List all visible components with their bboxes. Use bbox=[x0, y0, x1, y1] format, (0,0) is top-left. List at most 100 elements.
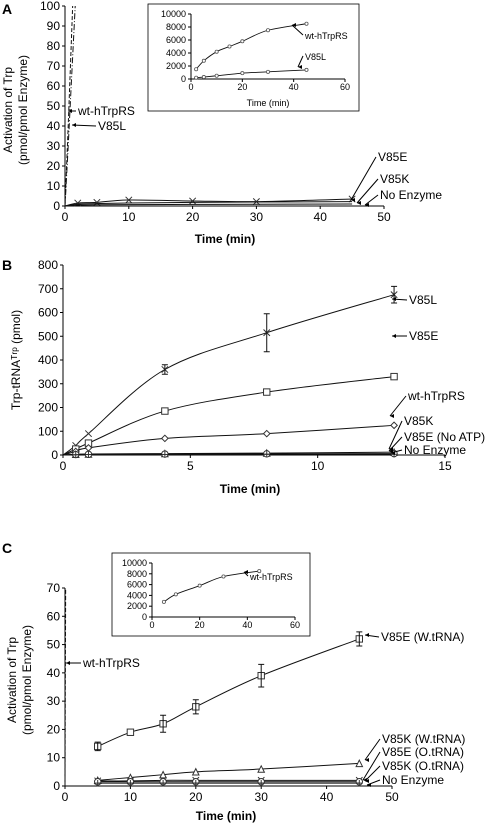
data-point-v85e bbox=[189, 197, 197, 205]
x-tick-label: 20 bbox=[186, 210, 200, 224]
error-bar bbox=[94, 741, 101, 752]
x-tick-label: 10 bbox=[311, 459, 325, 473]
annotation-v85k: V85K bbox=[404, 414, 433, 428]
x-tick-label: 40 bbox=[314, 210, 328, 224]
y-tick-label: 70 bbox=[47, 581, 61, 595]
data-point-wt-htrprs bbox=[257, 569, 262, 574]
y-tick-label: 100 bbox=[38, 424, 58, 438]
x-tick-label: 40 bbox=[242, 620, 252, 630]
data-point-no-enzyme bbox=[85, 451, 92, 458]
data-point-no-enzyme bbox=[94, 779, 101, 787]
panel-label-a: A bbox=[2, 1, 12, 17]
y-tick-label: 10 bbox=[47, 179, 61, 193]
y-axis-label: (pmol/pmol Enzyme) bbox=[20, 625, 34, 735]
data-point-wt-htrprs bbox=[160, 434, 169, 443]
y-axis-label: (pmol/pmol Enzyme) bbox=[16, 55, 30, 165]
annotation-v85e-arrowhead bbox=[392, 334, 396, 338]
data-point-no-enzyme bbox=[192, 779, 199, 787]
data-point-no-enzyme bbox=[159, 779, 167, 787]
annotation-v85e-arrowhead bbox=[351, 198, 355, 202]
x-tick-label: 30 bbox=[250, 210, 264, 224]
series-line-v85e bbox=[62, 376, 395, 456]
x-tick-label: 15 bbox=[438, 459, 452, 473]
inset-annotation-wt-hTrpRS: wt-hTrpRS bbox=[249, 572, 293, 582]
error-bar bbox=[391, 285, 398, 304]
annotation-wt-hTrpRS-arrowhead bbox=[66, 661, 70, 665]
annotation-v85e: V85E bbox=[378, 150, 407, 164]
series-line-v85e-o-trna bbox=[97, 779, 360, 782]
y-tick-label: 90 bbox=[47, 19, 61, 33]
x-tick-label: 60 bbox=[290, 620, 300, 630]
data-point-wt-htrprs bbox=[240, 39, 245, 44]
series-line-v85k-w-trna bbox=[97, 762, 360, 781]
data-point-wt-htrprs bbox=[265, 28, 270, 33]
data-point-wt-htrprs bbox=[262, 429, 271, 438]
data-point-wt-htrprs bbox=[221, 574, 226, 579]
panel-a: 0 10 20 30 40 50 0 10 20 30 40 50 60 70 80 90 100 Time (m… bbox=[1, 0, 442, 246]
panel-label-b: B bbox=[2, 257, 12, 273]
data-point-v85l bbox=[240, 71, 245, 76]
x-tick-label: 0 bbox=[149, 620, 154, 630]
annotation-v85e: V85E bbox=[409, 329, 438, 343]
inset-annotation-v85l-arrow bbox=[297, 55, 304, 68]
data-point-wt-htrprs bbox=[227, 44, 232, 49]
x-tick-label: 20 bbox=[237, 82, 247, 92]
annotation-v85l: V85L bbox=[98, 119, 126, 133]
annotation-v85k-o-trna-arrow bbox=[364, 765, 381, 782]
data-point-v85k-w-trna bbox=[355, 759, 364, 768]
error-bar bbox=[356, 631, 363, 647]
annotation-v85e-w-trna: V85E (W.tRNA) bbox=[381, 630, 464, 644]
inset-x-axis-label: Time (min) bbox=[247, 98, 290, 108]
annotation-wt-hTrpRS-arrow bbox=[389, 395, 407, 417]
annotation-v85e-arrow bbox=[350, 156, 377, 201]
y-tick-label: 300 bbox=[38, 377, 58, 391]
y-tick-label: 10000 bbox=[161, 9, 186, 19]
y-tick-label: 0 bbox=[51, 448, 58, 462]
annotation-v85k-w-trna-arrowhead bbox=[365, 758, 369, 762]
x-tick-label: 0 bbox=[62, 210, 69, 224]
annotation-v85l: V85L bbox=[409, 293, 437, 307]
y-tick-label: 80 bbox=[47, 39, 61, 53]
x-tick-label: 5 bbox=[187, 459, 194, 473]
data-point-no-enzyme bbox=[263, 451, 270, 458]
inset-annotation-wt-hTrpRS-arrowhead bbox=[244, 570, 248, 574]
x-tick-label: 10 bbox=[124, 790, 138, 804]
data-point-wt-htrprs bbox=[304, 21, 309, 26]
annotation-no-enzyme: No Enzyme bbox=[380, 188, 442, 202]
annotation-no-enzyme-arrowhead bbox=[367, 783, 371, 787]
y-tick-label: 2000 bbox=[127, 601, 147, 611]
y-tick-label: 0 bbox=[53, 199, 60, 213]
error-bar bbox=[160, 714, 167, 733]
y-tick-label: 70 bbox=[47, 59, 61, 73]
error-bar bbox=[258, 663, 265, 688]
data-point-v85e bbox=[125, 196, 133, 204]
y-tick-label: 50 bbox=[47, 638, 61, 652]
annotation-v85e-no-atp-arrowhead bbox=[389, 449, 393, 453]
annotation-wt-hTrpRS-arrowhead bbox=[68, 109, 72, 113]
y-tick-label: 8000 bbox=[166, 22, 186, 32]
data-point-v85e bbox=[390, 372, 398, 381]
inset-annotation-wt-hTrpRS-arrowhead bbox=[292, 23, 296, 27]
data-point-v85e-w-trna bbox=[126, 728, 135, 736]
annotation-v85k-arrow bbox=[388, 420, 403, 450]
data-point-v85l bbox=[194, 75, 199, 80]
inset-annotation-wt-hTrpRS: wt-hTrpRS bbox=[304, 31, 348, 41]
inset-annotation-v85l: V85L bbox=[305, 52, 326, 62]
data-point-no-enzyme bbox=[72, 451, 79, 458]
y-tick-label: 20 bbox=[47, 722, 61, 736]
y-tick-label: 600 bbox=[38, 306, 58, 320]
series-line-v85l bbox=[196, 69, 307, 79]
inset-annotation-v85l-arrowhead bbox=[298, 65, 302, 69]
data-point-wt-htrprs bbox=[161, 599, 166, 604]
series-line-wt-htrprs bbox=[64, 5, 76, 207]
inset-frame bbox=[147, 3, 360, 112]
series-line-wt-htrprs bbox=[62, 424, 395, 456]
y-tick-label: 6000 bbox=[127, 580, 147, 590]
series-line-no-enzyme bbox=[64, 203, 353, 207]
annotation-no-enzyme-arrow bbox=[364, 194, 379, 206]
annotation-wt-hTrpRS: wt-hTrpRS bbox=[77, 104, 135, 118]
annotation-v85e-w-trna-arrowhead bbox=[365, 633, 369, 637]
inset-annotation-wt-hTrpRS-arrow bbox=[243, 571, 249, 577]
data-point-v85k-w-trna bbox=[159, 770, 168, 779]
